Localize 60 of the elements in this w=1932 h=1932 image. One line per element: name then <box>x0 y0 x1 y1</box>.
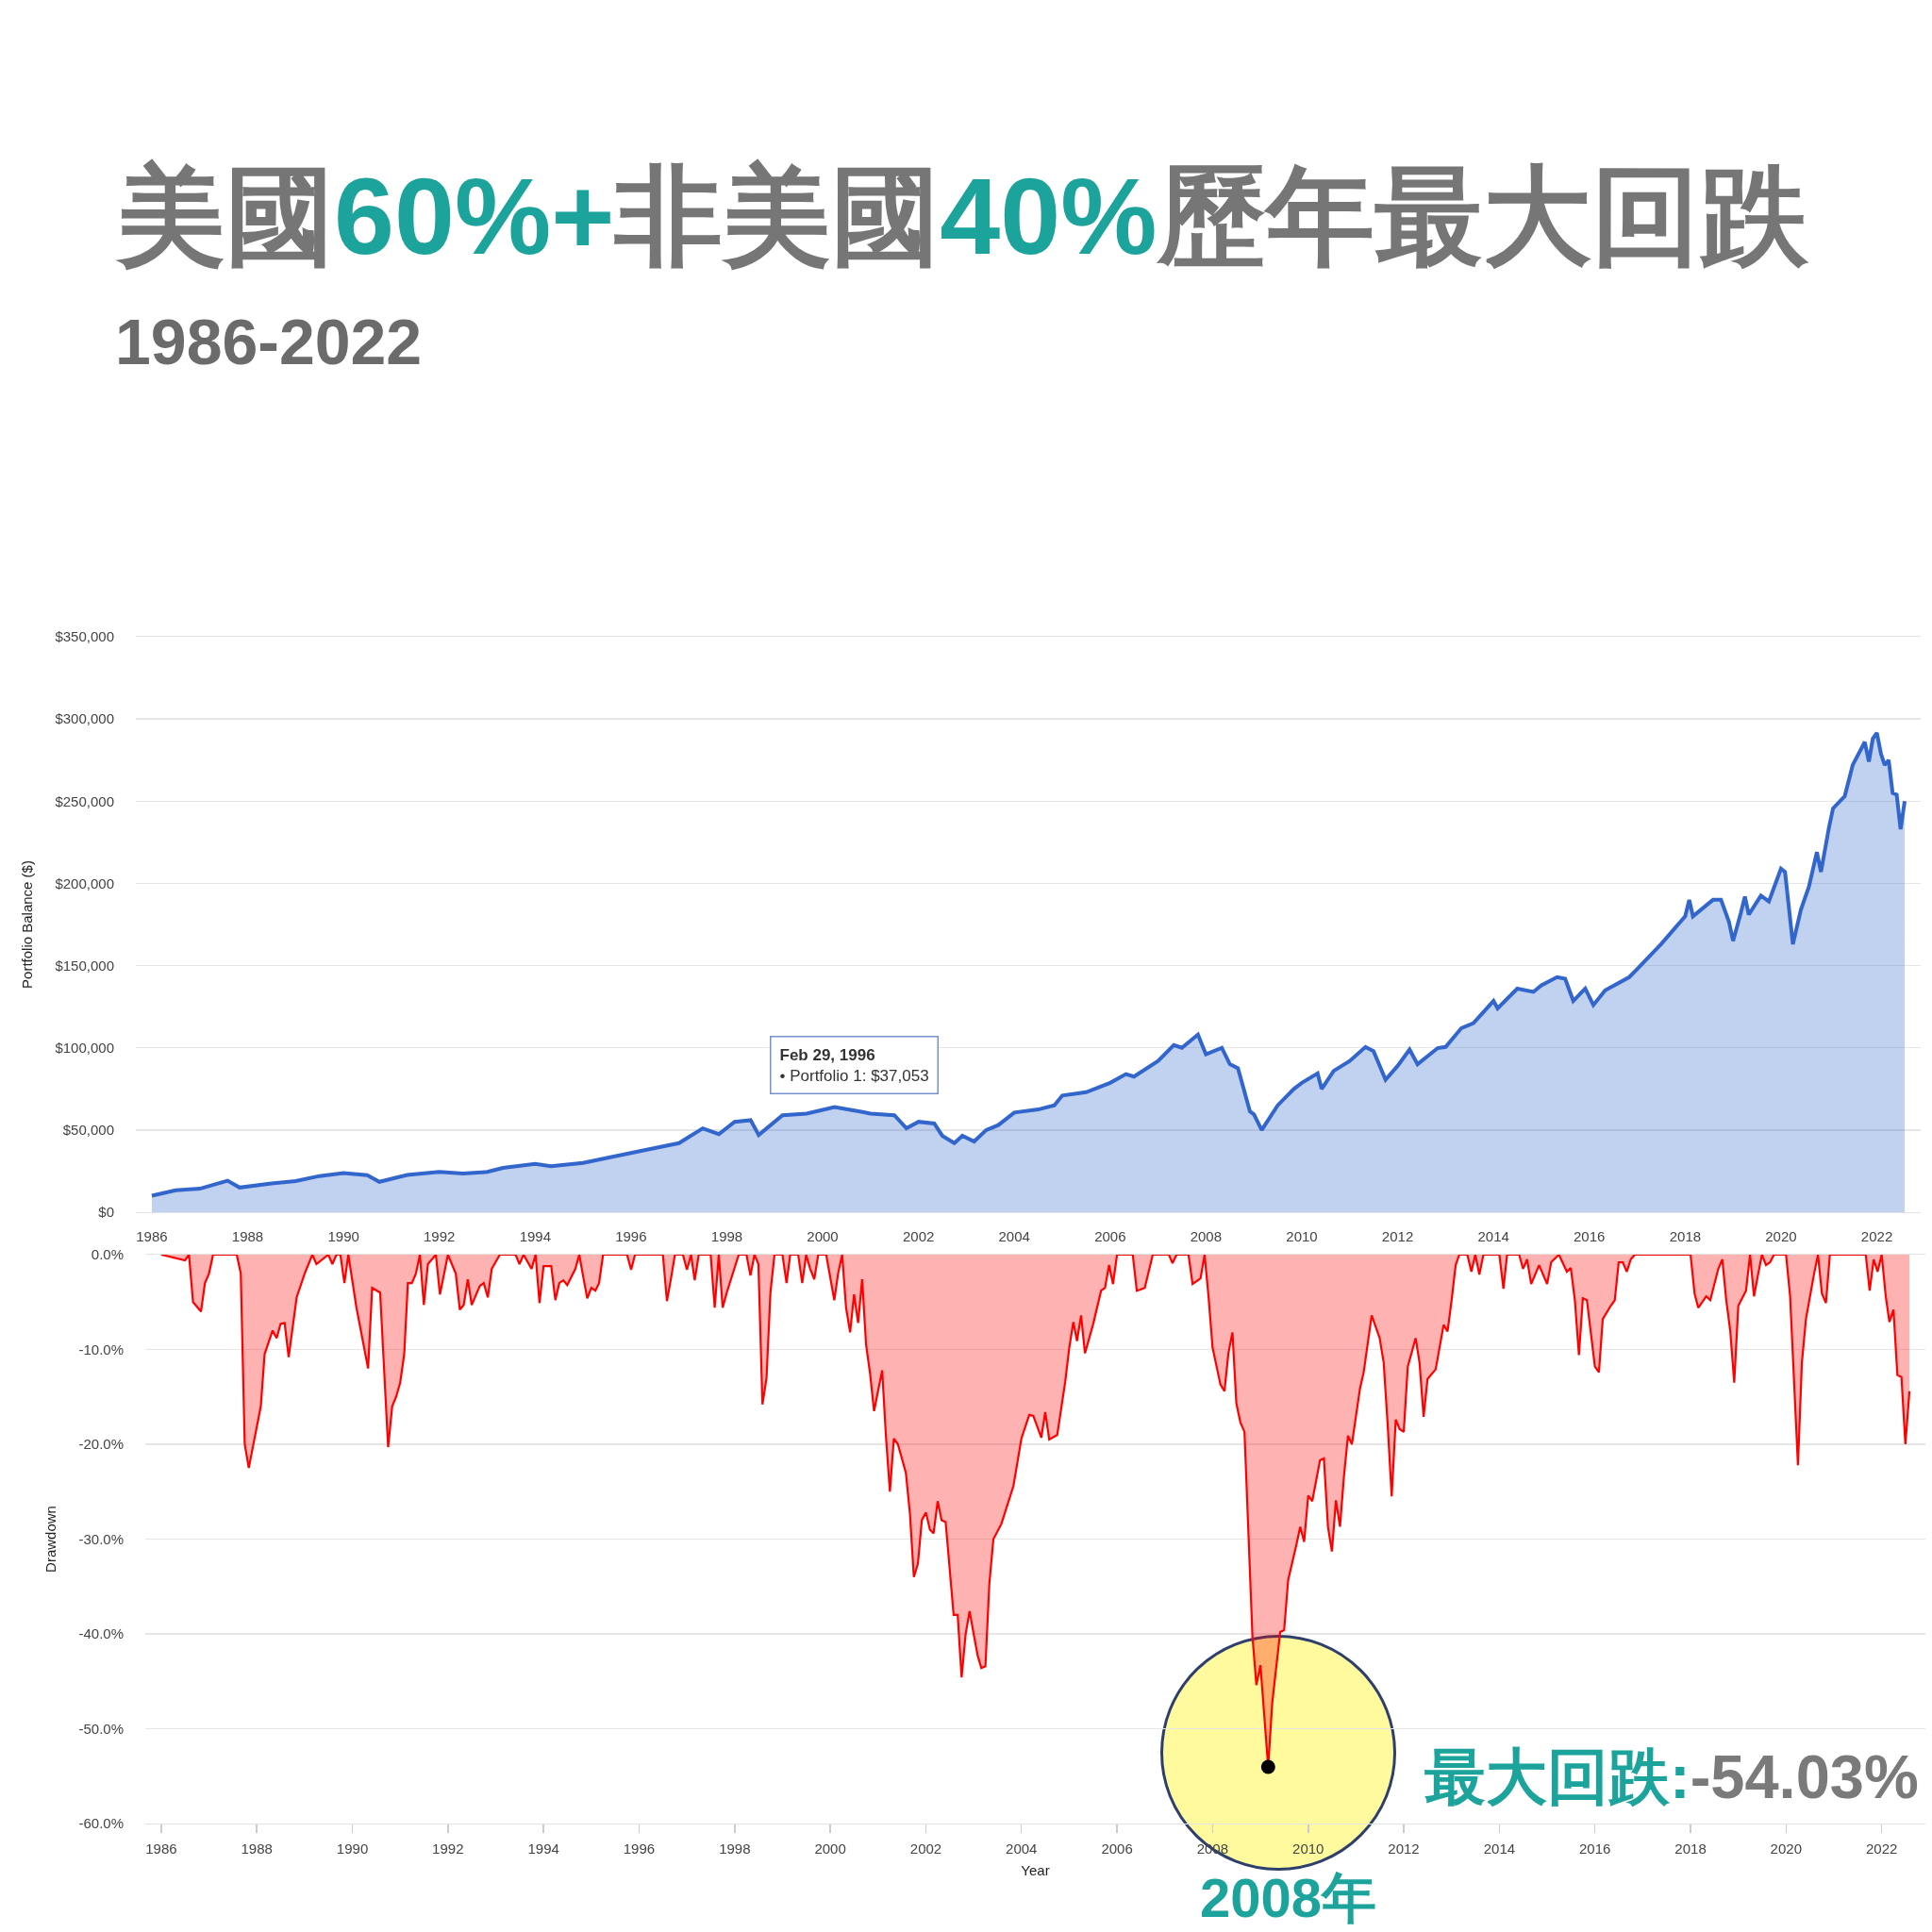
chart-subtitle: 1986-2022 <box>115 305 423 379</box>
x-tick-label: 1988 <box>241 1840 273 1857</box>
x-tick-label: 2000 <box>807 1228 839 1245</box>
x-tick-label: 2012 <box>1388 1840 1420 1857</box>
x-tick-label: 2006 <box>1094 1228 1126 1245</box>
x-tick-label: 2014 <box>1477 1228 1509 1245</box>
x-tick-label: 2008 <box>1190 1228 1223 1245</box>
y-tick-label: -40.0% <box>78 1625 124 1642</box>
x-tick-label: 1990 <box>327 1228 359 1245</box>
x-tick-label: 2022 <box>1865 1840 1898 1857</box>
x-tick-label: 1988 <box>231 1228 264 1245</box>
x-tick-label: 1994 <box>519 1228 552 1245</box>
x-tick-label: 1986 <box>136 1228 168 1245</box>
x-tick-label: 2010 <box>1286 1228 1318 1245</box>
y-tick-label: $100,000 <box>55 1039 114 1056</box>
x-tick-label: 1996 <box>623 1840 656 1857</box>
x-tick-label: 1992 <box>432 1840 464 1857</box>
y-tick-label: $250,000 <box>55 792 114 809</box>
x-tick-label: 2012 <box>1381 1228 1414 1245</box>
x-tick-label: 1986 <box>145 1840 177 1857</box>
x-tick-label: 2010 <box>1292 1840 1324 1857</box>
x-tick-label: 2020 <box>1765 1228 1797 1245</box>
x-tick-label: 2016 <box>1578 1840 1611 1857</box>
x-tick-label: 2022 <box>1860 1228 1893 1245</box>
y-axis-title: Portfolio Balance ($) <box>18 860 35 989</box>
y-tick-label: -20.0% <box>78 1436 124 1453</box>
y-tick-label: -50.0% <box>78 1720 124 1737</box>
y-tick-label: $200,000 <box>55 874 114 891</box>
text: 2008年 <box>1200 1867 1377 1928</box>
x-tick-label: 1998 <box>710 1228 743 1245</box>
x-tick-label: 2018 <box>1669 1228 1702 1245</box>
x-tick-label: 1996 <box>615 1228 647 1245</box>
y-tick-label: 0.0% <box>91 1246 124 1263</box>
y-tick-label: $0 <box>98 1204 114 1221</box>
chart-title: 美國60%+非美國40%歷年最大回跌 <box>117 155 1808 278</box>
x-tick-label: 2002 <box>909 1840 942 1857</box>
annotation: 最大回跌:-54.03% <box>1424 1742 1919 1811</box>
x-tick-label: 2004 <box>998 1228 1030 1245</box>
x-tick-label: 1998 <box>719 1840 751 1857</box>
x-tick-label: 2016 <box>1574 1228 1606 1245</box>
y-tick-label: $300,000 <box>55 710 114 727</box>
x-tick-label: 2014 <box>1483 1840 1516 1857</box>
x-tick-label: 1994 <box>527 1840 559 1857</box>
x-tick-label: 2002 <box>902 1228 935 1245</box>
annotation: Feb 29, 1996 • Portfolio 1: $37,053 <box>779 1045 929 1085</box>
x-tick-label: 2004 <box>1006 1840 1038 1857</box>
y-axis-title: Drawdown <box>42 1506 58 1573</box>
y-tick-label: $150,000 <box>55 957 114 974</box>
x-tick-label: 2020 <box>1770 1840 1802 1857</box>
x-tick-label: 1990 <box>336 1840 369 1857</box>
x-axis-title: Year <box>1021 1862 1050 1879</box>
y-tick-label: -30.0% <box>78 1530 124 1547</box>
y-tick-label: $50,000 <box>62 1122 114 1139</box>
y-tick-label: -60.0% <box>78 1815 124 1832</box>
x-tick-label: 2000 <box>814 1840 846 1857</box>
y-tick-label: $350,000 <box>55 628 114 645</box>
x-tick-label: 1992 <box>423 1228 456 1245</box>
x-tick-label: 2018 <box>1674 1840 1707 1857</box>
x-tick-label: 2006 <box>1101 1840 1133 1857</box>
y-tick-label: -10.0% <box>78 1341 124 1357</box>
